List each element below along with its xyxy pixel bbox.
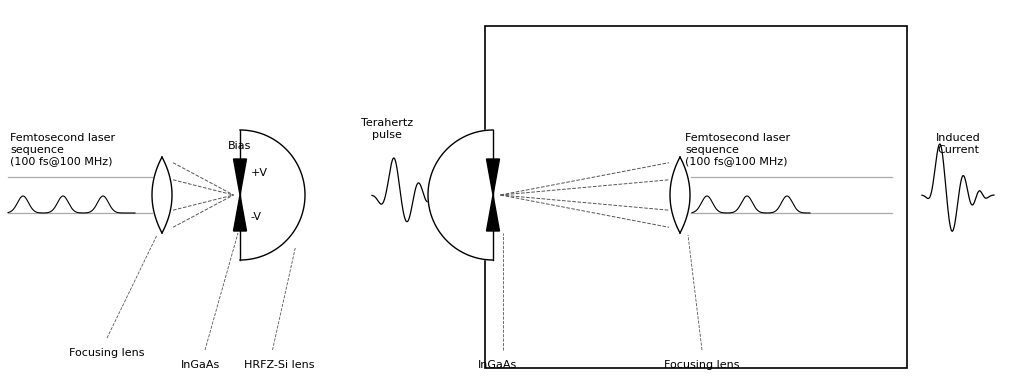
Polygon shape (240, 130, 305, 260)
Text: HRFZ-Si lens: HRFZ-Si lens (244, 360, 314, 370)
Polygon shape (233, 195, 247, 231)
Text: Bias: Bias (228, 141, 252, 151)
Polygon shape (152, 157, 172, 233)
Text: InGaAs: InGaAs (478, 360, 517, 370)
Text: Focusing lens: Focusing lens (665, 360, 739, 370)
Polygon shape (670, 157, 690, 233)
Text: Terahertz
pulse: Terahertz pulse (360, 119, 413, 140)
Text: Induced
Current: Induced Current (936, 133, 980, 154)
Polygon shape (486, 195, 500, 231)
Text: Femtosecond laser
sequence
(100 fs@100 MHz): Femtosecond laser sequence (100 fs@100 M… (10, 133, 115, 166)
Text: +V: +V (251, 168, 267, 178)
Text: -V: -V (251, 212, 261, 222)
Text: Femtosecond laser
sequence
(100 fs@100 MHz): Femtosecond laser sequence (100 fs@100 M… (685, 133, 791, 166)
Text: InGaAs: InGaAs (180, 360, 219, 370)
Text: Focusing lens: Focusing lens (70, 348, 144, 358)
Bar (485, 26, 907, 368)
Polygon shape (428, 130, 493, 260)
Polygon shape (486, 159, 500, 195)
Polygon shape (233, 159, 247, 195)
